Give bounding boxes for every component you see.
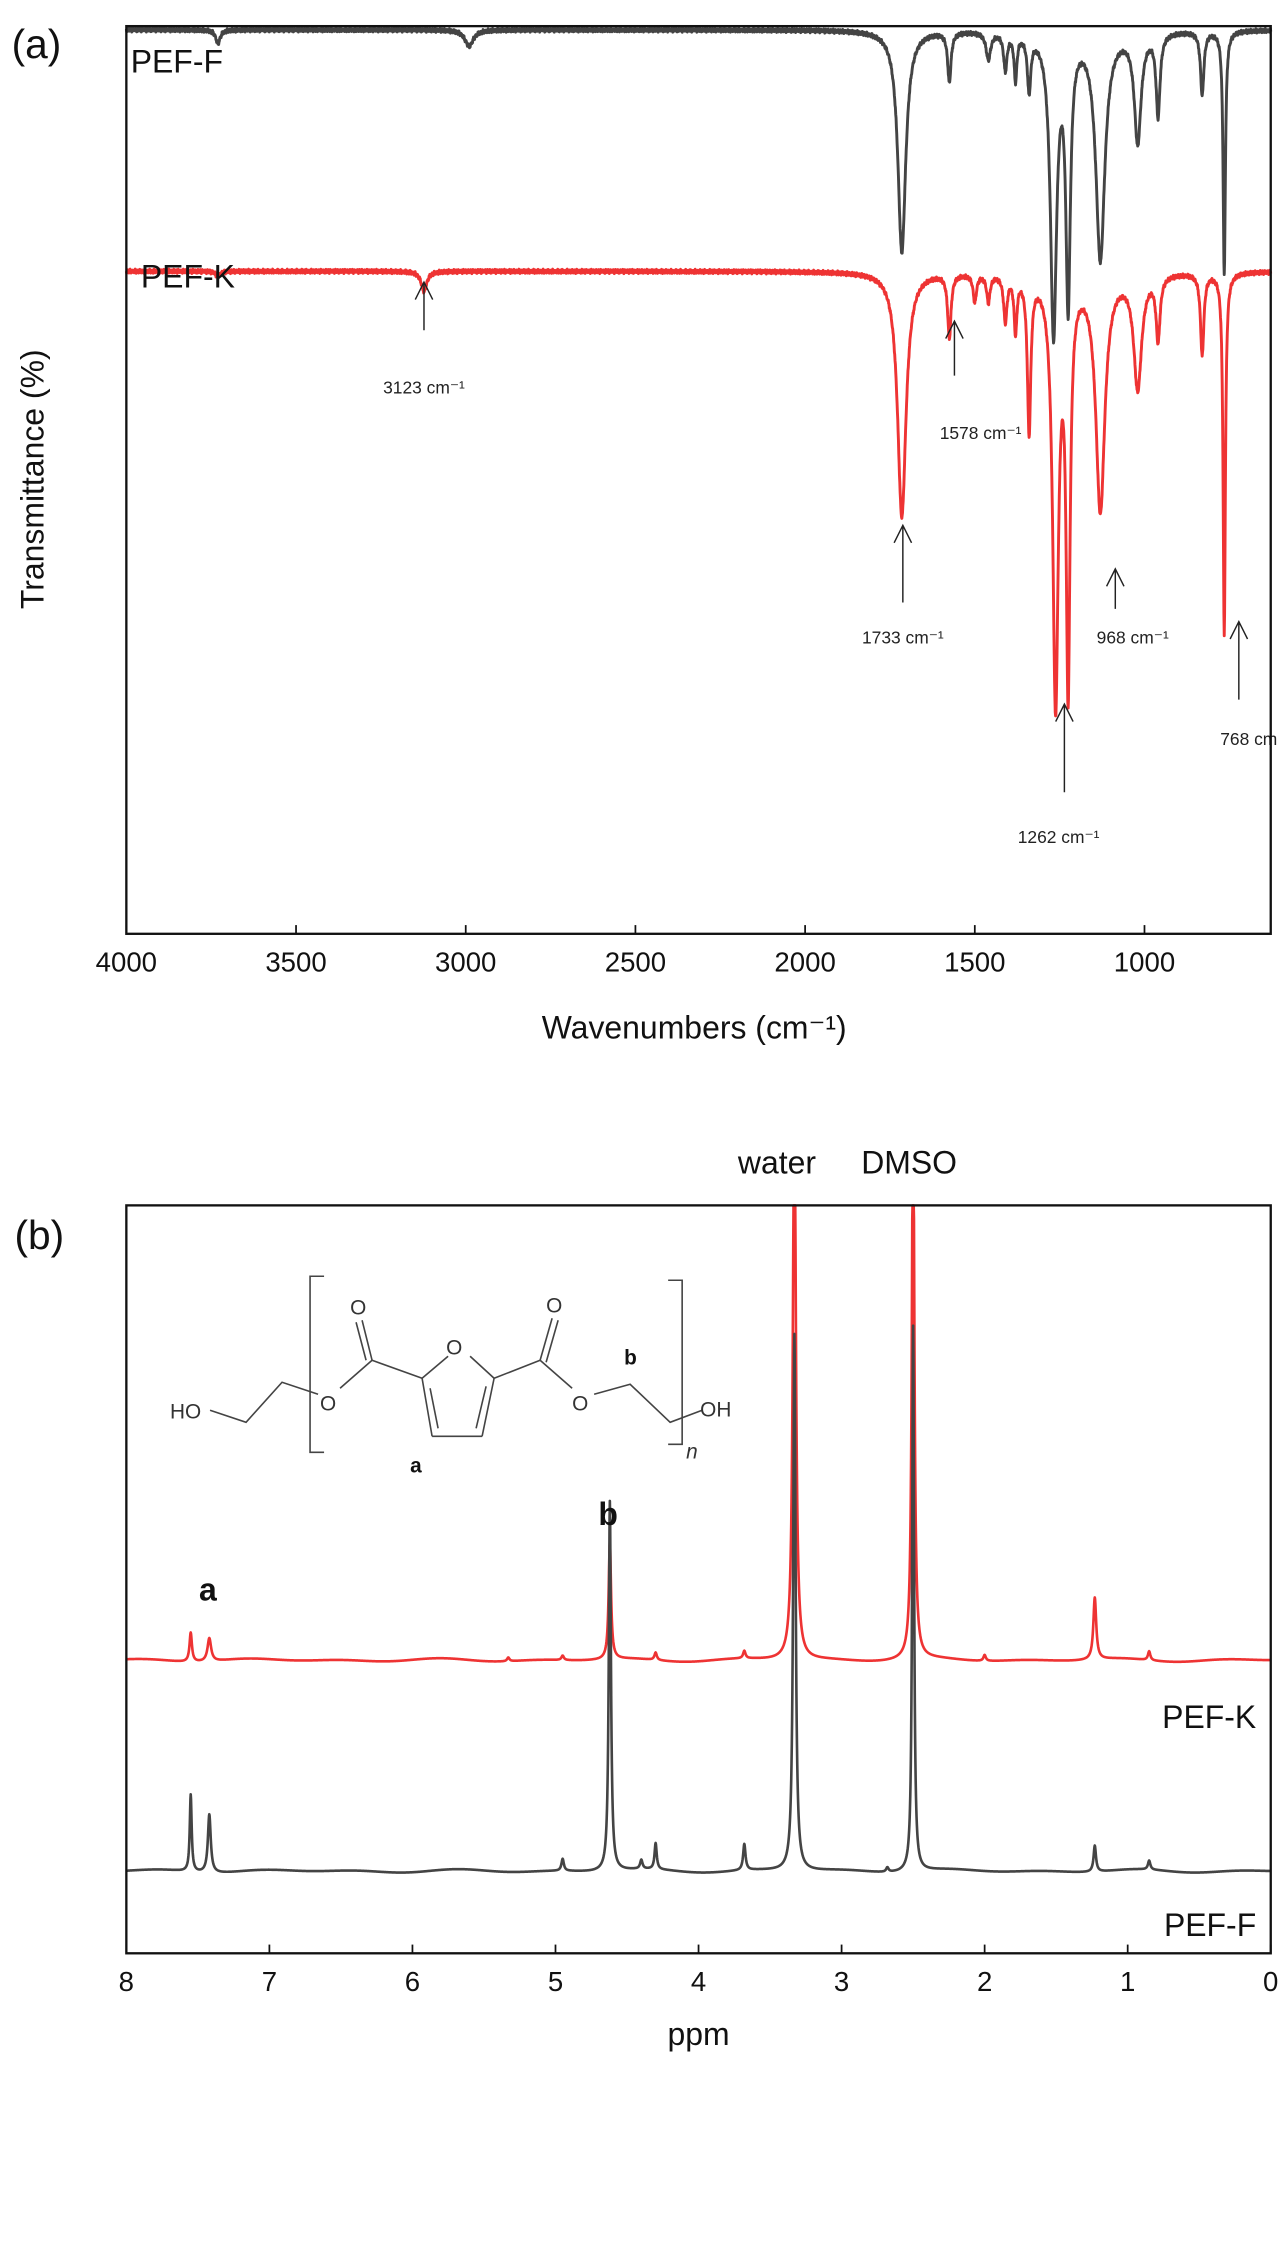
x-ticks: 8 7 6 5 4 3 2 1 0 bbox=[119, 1944, 1278, 1997]
annotation-arrow bbox=[1055, 702, 1074, 793]
pef-structure-diagram: HO O O O O O OH n b a bbox=[170, 1275, 731, 1477]
x-tick-label: 2 bbox=[977, 1966, 992, 1997]
annotation-arrow bbox=[945, 319, 964, 376]
ftir-panel: (a) Transmittance (%) Wavenumbers (cm⁻¹)… bbox=[12, 21, 1278, 1045]
x-tick-label: 3000 bbox=[435, 947, 496, 978]
x-tick-label: 4 bbox=[691, 1966, 706, 1997]
site-b-label: b bbox=[624, 1346, 637, 1369]
x-tick-label: 1 bbox=[1120, 1966, 1135, 1997]
spectra bbox=[125, 1204, 1272, 1874]
peak-label-a: a bbox=[199, 1571, 217, 1607]
x-tick-label: 8 bbox=[119, 1966, 134, 1997]
plot-frame bbox=[125, 24, 1272, 935]
x-tick-label: 7 bbox=[262, 1966, 277, 1997]
carbonyl-o-left: O bbox=[350, 1296, 366, 1319]
annotation-arrow bbox=[1229, 619, 1249, 700]
carbonyl-o-right: O bbox=[546, 1294, 562, 1317]
panel-label-a: (a) bbox=[12, 21, 62, 67]
x-tick-label: 5 bbox=[548, 1966, 563, 1997]
x-axis-label: Wavenumbers (cm⁻¹) bbox=[542, 1009, 847, 1045]
furan-o: O bbox=[446, 1336, 462, 1359]
x-tick-label: 2000 bbox=[774, 947, 835, 978]
x-tick-label: 3 bbox=[834, 1966, 849, 1997]
x-tick-label: 4000 bbox=[96, 947, 157, 978]
x-tick-label: 2500 bbox=[605, 947, 666, 978]
series-line-pef-f bbox=[125, 1324, 1272, 1874]
series-line-pef-k bbox=[124, 267, 1273, 718]
oh-label: OH bbox=[700, 1398, 731, 1421]
annotation-arrow bbox=[414, 280, 434, 331]
plot-frame bbox=[125, 1204, 1272, 1955]
annotation-label: 3123 cm⁻¹ bbox=[383, 378, 465, 398]
repeat-n-label: n bbox=[686, 1440, 698, 1463]
annotation-label: 768 cm⁻¹ bbox=[1220, 729, 1278, 749]
annotations: 3123 cm⁻¹ 1578 cm⁻¹ 1733 cm⁻¹ 1262 cm⁻¹ 968 … bbox=[383, 280, 1278, 847]
x-tick-label: 6 bbox=[405, 1966, 420, 1997]
annotation-label: 1733 cm⁻¹ bbox=[862, 627, 944, 647]
x-tick-label: 0 bbox=[1263, 1966, 1278, 1997]
series-label-pef-k: PEF-K bbox=[1162, 1699, 1256, 1735]
series-line-pef-f bbox=[124, 26, 1273, 345]
series-label-pef-f: PEF-F bbox=[131, 44, 223, 80]
nmr-panel: (b) ppm water DMSO 8 7 6 5 4 3 2 1 0 PEF-K PEF-F… bbox=[15, 1144, 1278, 2051]
annotation-arrow bbox=[1105, 567, 1125, 609]
dmso-label: DMSO bbox=[861, 1144, 957, 1180]
ester-o-left: O bbox=[320, 1392, 336, 1415]
x-tick-label: 1500 bbox=[944, 947, 1005, 978]
annotation-label: 968 cm⁻¹ bbox=[1097, 627, 1169, 647]
peak-label-b: b bbox=[598, 1496, 618, 1532]
x-tick-label: 3500 bbox=[265, 947, 326, 978]
y-axis-label: Transmittance (%) bbox=[15, 349, 51, 609]
x-ticks: 4000 3500 3000 2500 2000 1500 1000 bbox=[96, 925, 1175, 978]
annotation-label: 1262 cm⁻¹ bbox=[1018, 827, 1100, 847]
panel-label-b: (b) bbox=[15, 1212, 65, 1258]
series-label-pef-f: PEF-F bbox=[1164, 1907, 1256, 1943]
ho-label: HO bbox=[170, 1400, 201, 1423]
series-line-pef-k bbox=[125, 1204, 1272, 1664]
site-a-label: a bbox=[410, 1454, 422, 1477]
annotation-arrow bbox=[893, 523, 913, 603]
x-tick-label: 1000 bbox=[1114, 947, 1175, 978]
spectra bbox=[124, 26, 1273, 718]
ester-o-right: O bbox=[572, 1392, 588, 1415]
water-label: water bbox=[737, 1144, 816, 1180]
series-label-pef-k: PEF-K bbox=[141, 259, 235, 295]
annotation-label: 1578 cm⁻¹ bbox=[940, 423, 1022, 443]
x-axis-label: ppm bbox=[667, 2016, 729, 2052]
